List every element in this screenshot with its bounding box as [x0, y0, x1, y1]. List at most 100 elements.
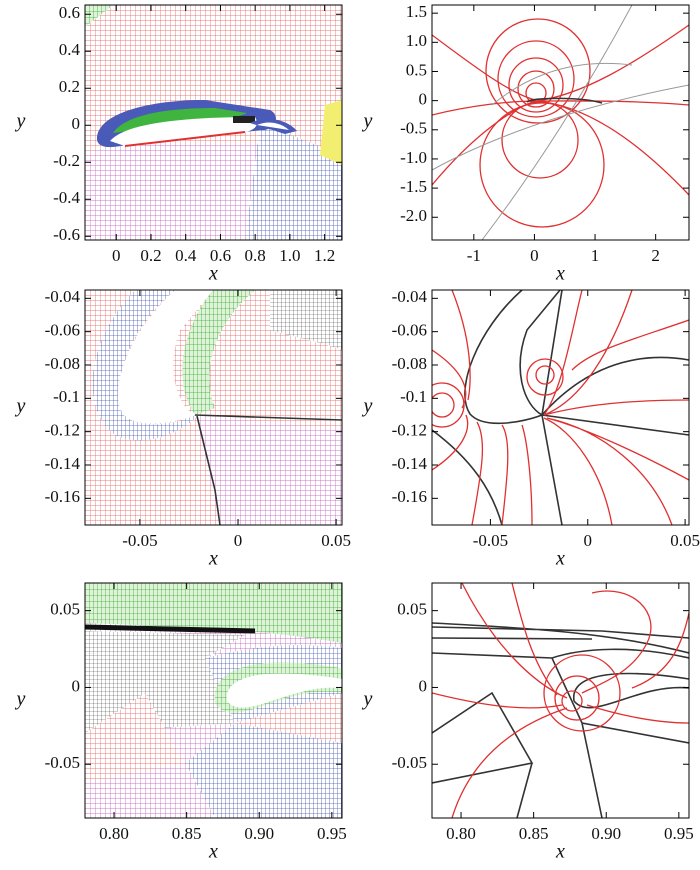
y-tick-label: -0.16 — [392, 487, 427, 506]
mesh-line — [543, 290, 689, 525]
y-axis-label: y — [362, 395, 373, 417]
y-tick-label: -0.14 — [392, 454, 428, 473]
y-tick-label: 0 — [72, 114, 81, 133]
x-axis-label: x — [208, 263, 218, 285]
y-tick-label: 0.2 — [59, 77, 80, 96]
plot-frame — [431, 289, 690, 526]
mesh-line — [526, 97, 603, 104]
x-tick-label: 0.80 — [99, 824, 129, 843]
mesh-line — [194, 414, 342, 421]
x-tick-label: 1.0 — [279, 246, 300, 265]
y-axis-label: y — [15, 110, 26, 132]
y-axis-label: y — [362, 688, 373, 710]
y-tick-label: 0 — [72, 676, 81, 695]
mesh-line — [554, 675, 600, 721]
mesh-line — [432, 5, 689, 240]
y-tick-label: 0 — [419, 90, 428, 109]
x-tick-label: 0.95 — [317, 824, 347, 843]
x-tick-label: 0.85 — [519, 824, 549, 843]
mesh-line — [85, 693, 185, 783]
x-tick-label: 0.05 — [670, 531, 700, 550]
mesh-line — [85, 143, 265, 240]
x-tick-label: 0.85 — [172, 824, 202, 843]
mesh-art — [85, 583, 342, 818]
x-axis-label: x — [555, 841, 565, 863]
x-tick-label: -1 — [467, 246, 481, 265]
y-tick-label: -2.0 — [400, 206, 427, 225]
y-tick-label: 1.0 — [406, 31, 427, 50]
y-tick-label: 0.6 — [59, 3, 80, 22]
y-tick-label: -0.06 — [45, 321, 80, 340]
x-tick-label: 0 — [112, 246, 121, 265]
mesh-line — [235, 693, 342, 743]
x-axis-label: x — [208, 841, 218, 863]
y-tick-label: -0.1 — [400, 387, 427, 406]
x-tick-label: 0.80 — [446, 824, 476, 843]
y-tick-label: -0.05 — [45, 753, 80, 772]
x-tick-label: 0.2 — [140, 246, 161, 265]
y-axis-label: y — [362, 110, 373, 132]
y-axis-label: y — [15, 688, 26, 710]
mesh-line — [320, 100, 342, 165]
mesh-line — [464, 290, 561, 425]
y-tick-label: -0.12 — [45, 421, 80, 440]
x-tick-label: -0.05 — [122, 531, 157, 550]
y-axis-label: y — [15, 395, 26, 417]
plot-frame — [84, 4, 343, 241]
mesh-line — [432, 392, 455, 418]
y-tick-label: -0.12 — [392, 421, 427, 440]
contour-art — [432, 290, 689, 525]
contour-art — [432, 5, 689, 240]
mesh-line — [85, 583, 342, 643]
mesh-line — [526, 358, 564, 396]
y-tick-label: -0.1 — [53, 387, 80, 406]
mesh-line — [117, 290, 213, 424]
mesh-line — [432, 583, 689, 818]
mesh-line — [110, 117, 257, 146]
mesh-line — [196, 415, 221, 525]
y-tick-label: 0.4 — [59, 40, 81, 59]
mesh-line — [432, 290, 533, 525]
mesh-line — [479, 102, 605, 228]
mesh-line — [517, 70, 555, 108]
mesh-art — [85, 5, 342, 240]
mesh-line — [85, 5, 113, 27]
x-tick-label: 0.90 — [244, 824, 274, 843]
y-tick-label: 1.5 — [406, 2, 427, 21]
y-tick-label: -0.2 — [53, 151, 80, 170]
x-tick-label: 0.4 — [175, 246, 197, 265]
y-tick-label: -1.5 — [400, 177, 427, 196]
y-tick-label: -0.4 — [53, 188, 80, 207]
y-tick-label: -0.06 — [392, 321, 427, 340]
mesh-line — [501, 101, 579, 179]
y-tick-label: 0.05 — [397, 600, 427, 619]
x-tick-label: 0 — [584, 531, 593, 550]
mesh-line — [245, 123, 342, 240]
y-tick-label: -1.0 — [400, 148, 427, 167]
mesh-line — [270, 290, 342, 350]
plot-frame — [84, 582, 343, 819]
y-tick-label: -0.5 — [400, 119, 427, 138]
mesh-art — [85, 290, 342, 525]
mesh-line — [257, 122, 289, 130]
mesh-line — [485, 18, 591, 124]
x-tick-label: 1.2 — [314, 246, 335, 265]
x-tick-label: 0.05 — [321, 531, 351, 550]
mesh-line — [535, 365, 555, 385]
x-tick-label: 0 — [530, 246, 539, 265]
mesh-line — [233, 116, 255, 123]
y-tick-label: -0.08 — [45, 354, 80, 373]
x-axis-label: x — [208, 548, 218, 570]
contour-art — [432, 583, 689, 818]
x-tick-label: 0.6 — [210, 246, 231, 265]
mesh-line — [195, 415, 342, 525]
y-tick-label: -0.04 — [392, 287, 428, 306]
x-tick-label: 0.95 — [664, 824, 694, 843]
mesh-line — [85, 370, 220, 525]
plot-frame — [431, 582, 690, 819]
mesh-line — [185, 723, 342, 818]
mesh-line — [124, 131, 246, 147]
x-tick-label: 2 — [651, 246, 660, 265]
x-tick-label: 0.8 — [245, 246, 266, 265]
